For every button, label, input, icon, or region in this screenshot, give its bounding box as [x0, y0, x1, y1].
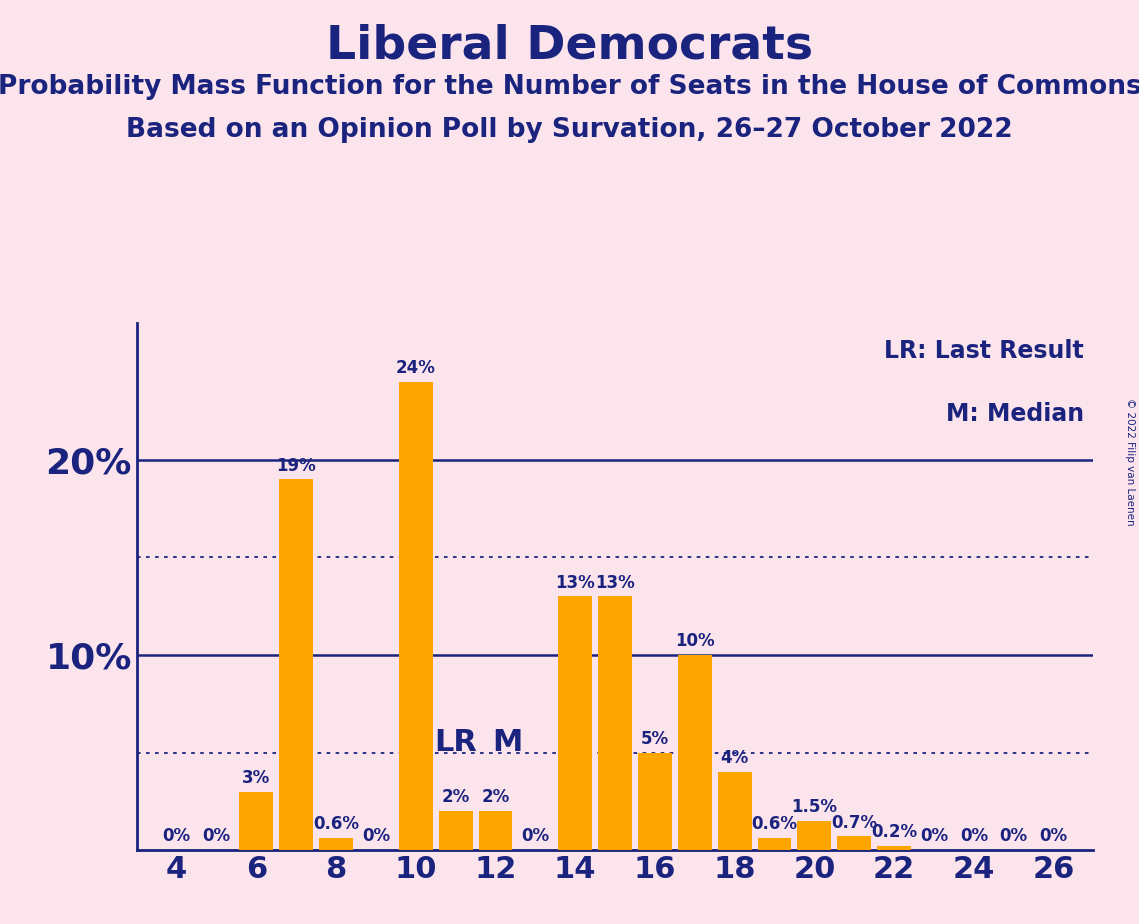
- Text: 0.6%: 0.6%: [313, 816, 359, 833]
- Bar: [319, 838, 353, 850]
- Text: Based on an Opinion Poll by Survation, 26–27 October 2022: Based on an Opinion Poll by Survation, 2…: [126, 117, 1013, 143]
- Bar: [239, 792, 273, 850]
- Bar: [638, 752, 672, 850]
- Text: 13%: 13%: [556, 574, 595, 591]
- Text: LR: LR: [434, 728, 477, 758]
- Text: M: Median: M: Median: [945, 403, 1084, 426]
- Text: 19%: 19%: [277, 456, 316, 475]
- Text: 3%: 3%: [243, 769, 270, 786]
- Text: 2%: 2%: [482, 788, 509, 806]
- Bar: [279, 480, 313, 850]
- Bar: [877, 846, 911, 850]
- Text: 0.7%: 0.7%: [831, 813, 877, 832]
- Bar: [797, 821, 831, 850]
- Bar: [757, 838, 792, 850]
- Text: 0%: 0%: [1000, 827, 1027, 845]
- Bar: [558, 597, 592, 850]
- Text: M: M: [492, 728, 523, 758]
- Text: 0.6%: 0.6%: [752, 816, 797, 833]
- Text: 0%: 0%: [163, 827, 190, 845]
- Text: 0%: 0%: [522, 827, 549, 845]
- Bar: [399, 382, 433, 850]
- Text: 0%: 0%: [920, 827, 948, 845]
- Text: © 2022 Filip van Laenen: © 2022 Filip van Laenen: [1125, 398, 1134, 526]
- Text: Liberal Democrats: Liberal Democrats: [326, 23, 813, 68]
- Bar: [478, 811, 513, 850]
- Text: 10%: 10%: [675, 632, 714, 650]
- Text: 0%: 0%: [203, 827, 230, 845]
- Text: 13%: 13%: [596, 574, 634, 591]
- Bar: [598, 597, 632, 850]
- Text: Probability Mass Function for the Number of Seats in the House of Commons: Probability Mass Function for the Number…: [0, 74, 1139, 100]
- Bar: [837, 836, 871, 850]
- Text: 1.5%: 1.5%: [792, 798, 837, 816]
- Text: 4%: 4%: [721, 749, 748, 767]
- Text: 2%: 2%: [442, 788, 469, 806]
- Text: 0.2%: 0.2%: [871, 823, 917, 841]
- Text: 5%: 5%: [641, 730, 669, 748]
- Text: 0%: 0%: [960, 827, 988, 845]
- Bar: [439, 811, 473, 850]
- Text: 0%: 0%: [1040, 827, 1067, 845]
- Text: LR: Last Result: LR: Last Result: [884, 339, 1084, 363]
- Bar: [718, 772, 752, 850]
- Text: 0%: 0%: [362, 827, 390, 845]
- Text: 24%: 24%: [395, 359, 436, 377]
- Bar: [678, 655, 712, 850]
